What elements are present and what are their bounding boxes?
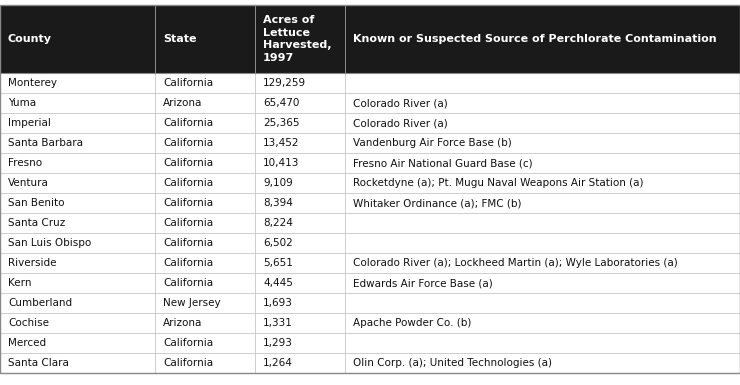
Text: Rocketdyne (a); Pt. Mugu Naval Weapons Air Station (a): Rocketdyne (a); Pt. Mugu Naval Weapons A… — [353, 178, 644, 188]
Text: Riverside: Riverside — [8, 258, 56, 268]
Text: State: State — [163, 34, 197, 44]
Text: 9,109: 9,109 — [263, 178, 293, 188]
Bar — [0, 133, 740, 153]
Bar — [0, 193, 740, 213]
Text: 1,331: 1,331 — [263, 318, 293, 328]
Text: Imperial: Imperial — [8, 118, 51, 128]
Text: 6,502: 6,502 — [263, 238, 293, 248]
Text: California: California — [163, 178, 213, 188]
Text: California: California — [163, 138, 213, 148]
Text: Acres of
Lettuce
Harvested,
1997: Acres of Lettuce Harvested, 1997 — [263, 15, 332, 63]
Text: Merced: Merced — [8, 338, 46, 348]
Text: Monterey: Monterey — [8, 78, 57, 88]
Text: Arizona: Arizona — [163, 318, 202, 328]
Text: 1,293: 1,293 — [263, 338, 293, 348]
Text: California: California — [163, 338, 213, 348]
Text: California: California — [163, 238, 213, 248]
Text: Cochise: Cochise — [8, 318, 49, 328]
Text: New Jersey: New Jersey — [163, 298, 221, 308]
Text: California: California — [163, 358, 213, 368]
Text: Known or Suspected Source of Perchlorate Contamination: Known or Suspected Source of Perchlorate… — [353, 34, 716, 44]
Text: Yuma: Yuma — [8, 98, 36, 108]
Text: 1,693: 1,693 — [263, 298, 293, 308]
Bar — [0, 153, 740, 173]
Text: Colorado River (a): Colorado River (a) — [353, 118, 448, 128]
Bar — [0, 333, 740, 353]
Bar — [0, 353, 740, 373]
Text: California: California — [163, 118, 213, 128]
Text: 65,470: 65,470 — [263, 98, 300, 108]
Text: Colorado River (a); Lockheed Martin (a); Wyle Laboratories (a): Colorado River (a); Lockheed Martin (a);… — [353, 258, 678, 268]
Text: Arizona: Arizona — [163, 98, 202, 108]
Text: 1,264: 1,264 — [263, 358, 293, 368]
Text: California: California — [163, 258, 213, 268]
Text: 129,259: 129,259 — [263, 78, 306, 88]
Text: Vandenburg Air Force Base (b): Vandenburg Air Force Base (b) — [353, 138, 512, 148]
Text: San Benito: San Benito — [8, 198, 64, 208]
Bar — [0, 233, 740, 253]
Text: Colorado River (a): Colorado River (a) — [353, 98, 448, 108]
Text: California: California — [163, 198, 213, 208]
Bar — [0, 313, 740, 333]
Text: 10,413: 10,413 — [263, 158, 300, 168]
Bar — [0, 113, 740, 133]
Text: 8,224: 8,224 — [263, 218, 293, 228]
Text: 13,452: 13,452 — [263, 138, 300, 148]
Text: Fresno Air National Guard Base (c): Fresno Air National Guard Base (c) — [353, 158, 533, 168]
Text: Whitaker Ordinance (a); FMC (b): Whitaker Ordinance (a); FMC (b) — [353, 198, 522, 208]
Text: Kern: Kern — [8, 278, 32, 288]
Text: San Luis Obispo: San Luis Obispo — [8, 238, 91, 248]
Text: Olin Corp. (a); United Technologies (a): Olin Corp. (a); United Technologies (a) — [353, 358, 552, 368]
Bar — [0, 173, 740, 193]
Bar — [0, 73, 740, 93]
Text: Santa Clara: Santa Clara — [8, 358, 69, 368]
Text: California: California — [163, 278, 213, 288]
Bar — [0, 273, 740, 293]
Text: California: California — [163, 158, 213, 168]
Text: Edwards Air Force Base (a): Edwards Air Force Base (a) — [353, 278, 493, 288]
Bar — [0, 253, 740, 273]
Bar — [0, 213, 740, 233]
Bar — [0, 5, 740, 73]
Text: Cumberland: Cumberland — [8, 298, 72, 308]
Text: Fresno: Fresno — [8, 158, 42, 168]
Text: Santa Cruz: Santa Cruz — [8, 218, 65, 228]
Text: 25,365: 25,365 — [263, 118, 300, 128]
Text: Apache Powder Co. (b): Apache Powder Co. (b) — [353, 318, 471, 328]
Text: County: County — [8, 34, 52, 44]
Text: California: California — [163, 218, 213, 228]
Bar — [0, 93, 740, 113]
Text: 4,445: 4,445 — [263, 278, 293, 288]
Bar — [0, 293, 740, 313]
Text: 8,394: 8,394 — [263, 198, 293, 208]
Text: California: California — [163, 78, 213, 88]
Text: 5,651: 5,651 — [263, 258, 293, 268]
Text: Santa Barbara: Santa Barbara — [8, 138, 83, 148]
Text: Ventura: Ventura — [8, 178, 49, 188]
